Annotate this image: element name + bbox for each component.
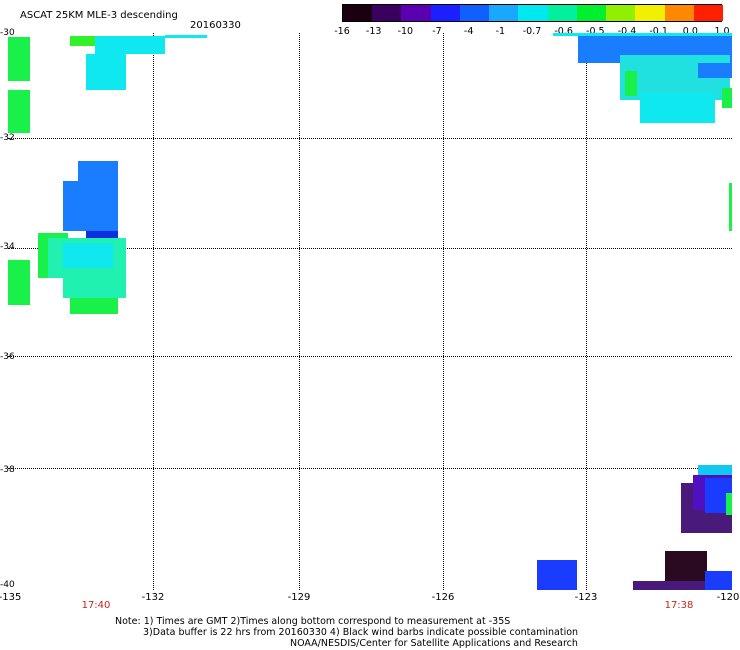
- colorbar-tick-label: -0.7: [522, 26, 542, 37]
- colorbar-tick-label: -1: [495, 26, 506, 37]
- gridline-lon-123: [586, 33, 587, 590]
- colorbar-tick-label: -0.6: [554, 26, 573, 37]
- colorbar-segment: [430, 5, 461, 21]
- data-swath: [8, 37, 30, 81]
- data-swath: [95, 36, 165, 54]
- colorbar-segment: [343, 5, 373, 21]
- colorbar-segment: [547, 5, 578, 21]
- gridline-lat-38: [8, 468, 732, 469]
- x-label-135: -135: [0, 592, 22, 603]
- data-swath: [63, 243, 113, 268]
- y-label-34: -34: [0, 242, 15, 252]
- data-swath: [553, 33, 732, 36]
- gridline-lon-126: [443, 33, 444, 590]
- colorbar-segment: [606, 5, 636, 21]
- map-title: ASCAT 25KM MLE-3 descending: [20, 10, 178, 21]
- time-stamp-left: 17:40: [81, 600, 111, 611]
- x-label-129: -129: [287, 592, 311, 603]
- data-swath: [165, 35, 207, 38]
- y-label-30: -30: [0, 28, 15, 38]
- colorbar-segment: [372, 5, 402, 21]
- colorbar-segment: [576, 5, 607, 21]
- colorbar-tick-label: -4: [463, 26, 474, 37]
- colorbar-tick-label: -16: [334, 26, 350, 37]
- colorbar-tick-label: 1.0: [714, 26, 730, 37]
- data-swath: [729, 183, 732, 231]
- data-swath: [78, 161, 118, 181]
- data-swath: [625, 71, 637, 96]
- gridline-lat-34: [8, 248, 732, 249]
- colorbar-segment: [693, 5, 724, 21]
- note-line-1: Note: 1) Times are GMT 2)Times along bot…: [115, 616, 511, 627]
- data-swath: [640, 93, 715, 123]
- colorbar-segment: [664, 5, 695, 21]
- data-swath: [705, 571, 732, 590]
- data-swath: [698, 465, 732, 475]
- data-swath: [86, 54, 126, 90]
- data-swath: [70, 298, 118, 314]
- x-label-132: -132: [141, 592, 165, 603]
- x-label-120: -120: [716, 592, 740, 603]
- gridline-lat-32: [8, 138, 732, 139]
- colorbar-segment: [401, 5, 432, 21]
- data-swath: [633, 581, 708, 590]
- note-line-3: NOAA/NESDIS/Center for Satellite Applica…: [290, 638, 578, 649]
- colorbar-tick-label: -0.5: [586, 26, 605, 37]
- gridline-lon-129: [299, 33, 300, 590]
- data-swath: [8, 260, 30, 305]
- colorbar-segment: [635, 5, 666, 21]
- colorbar: [342, 4, 724, 22]
- data-swath: [70, 36, 95, 46]
- data-swath: [537, 560, 577, 590]
- colorbar-tick-label: -0.1: [649, 26, 668, 37]
- time-stamp-right: 17:38: [664, 600, 694, 611]
- y-label-40: -40: [0, 580, 15, 590]
- data-swath: [698, 63, 732, 78]
- note-line-2: 3)Data buffer is 22 hrs from 20160330 4)…: [143, 627, 579, 638]
- data-swath: [8, 90, 30, 133]
- colorbar-tick-label: -0.4: [617, 26, 637, 37]
- colorbar-segment: [518, 5, 549, 21]
- y-label-32: -32: [0, 133, 15, 143]
- y-label-38: -38: [0, 465, 15, 475]
- data-swath: [63, 278, 126, 298]
- gridline-lat-36: [8, 356, 732, 357]
- data-swath: [63, 181, 118, 231]
- map-date: 20160330: [190, 20, 241, 31]
- colorbar-tick-label: 0.0: [682, 26, 698, 37]
- data-swath: [722, 88, 732, 108]
- data-swath: [726, 493, 732, 515]
- data-swath: [665, 551, 707, 581]
- colorbar-segment: [459, 5, 490, 21]
- map-plot-area[interactable]: [8, 33, 732, 590]
- colorbar-segment: [489, 5, 519, 21]
- y-label-36: -36: [0, 352, 15, 362]
- colorbar-tick-label: -7: [432, 26, 442, 37]
- colorbar-tick-label: -10: [397, 26, 414, 37]
- gridline-lon-132: [153, 33, 154, 590]
- colorbar-tick-label: -13: [365, 26, 382, 37]
- x-label-123: -123: [574, 592, 598, 603]
- x-label-126: -126: [431, 592, 455, 603]
